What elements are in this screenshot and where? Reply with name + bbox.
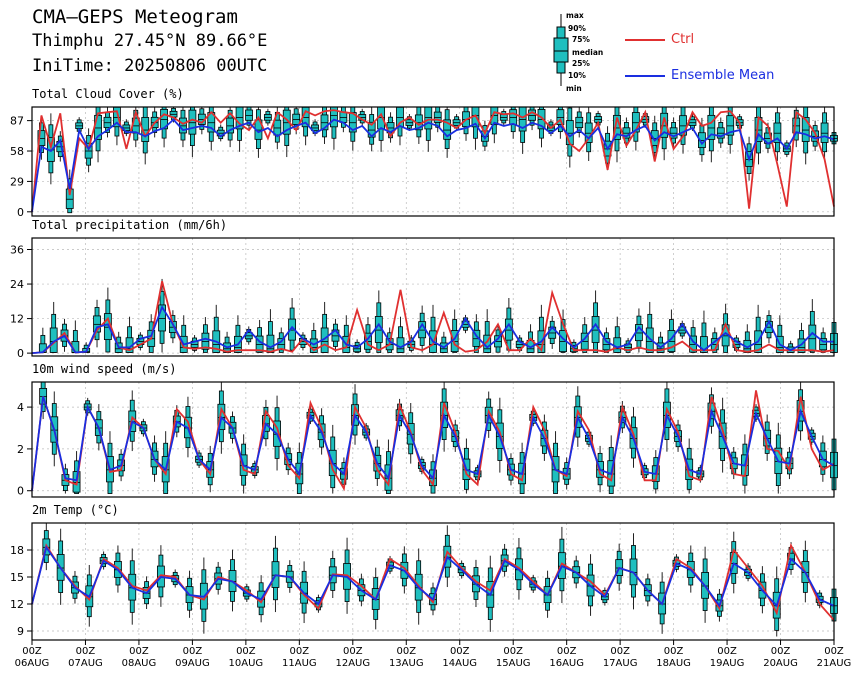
panel-3: 2m Temp (°C) 9 12 15 18 [10,503,838,641]
box-inner [288,318,297,341]
series-ctrl-line [31,109,835,212]
panel-title: 10m wind speed (m/s) [32,362,177,376]
x-tick-label-date: 09AUG [175,658,210,669]
legend-box-p25-p75 [553,37,569,63]
box-inner [188,109,197,135]
x-tick-label-date: 21AUG [817,658,852,669]
x-tick-label-date: 20AUG [763,658,798,669]
y-tick-label: 12 [10,313,24,326]
y-tick-label: 12 [10,598,24,611]
series-ensemble-mean-line [31,118,835,212]
x-tick-label-date: 15AUG [496,658,531,669]
box-inner [700,336,708,353]
panel-title: Total Cloud Cover (%) [32,87,184,101]
x-tick-label-time: 00Z [183,646,203,657]
legend-mean-label: Ensemble Mean [671,68,775,83]
y-tick-label: 58 [10,145,24,158]
panel-0: Total Cloud Cover (%) 0 29 58 87 [10,87,838,219]
box-inner [801,117,810,142]
box-inner [808,324,817,352]
legend-box-p10-label: 10% [568,71,586,80]
x-tick-label-time: 00Z [343,646,363,657]
y-tick-label: 15 [10,571,24,584]
box-inner [537,108,546,130]
box-inner [443,119,452,140]
y-tick-label: 0 [17,485,24,498]
x-tick-label-date: 17AUG [603,658,638,669]
legend-box-median-label: median [572,48,604,57]
y-tick-label: 18 [10,544,24,557]
x-tick-label-date: 06AUG [15,658,50,669]
y-tick-label: 0 [17,206,24,219]
series-ensemble-mean-line [31,305,834,354]
legend-box-p90-label: 90% [568,24,586,33]
x-tick-label-time: 00Z [824,646,844,657]
x-tick-label-time: 00Z [22,646,42,657]
panel-frame [31,381,835,498]
init-time-label: IniTime: 20250806 00UTC [32,56,268,76]
x-tick-label-date: 12AUG [335,658,370,669]
x-tick-label-date: 18AUG [656,658,691,669]
x-tick-label-time: 00Z [610,646,630,657]
panel-frame [31,522,835,641]
x-tick-label-date: 16AUG [549,658,584,669]
x-tick-label-time: 00Z [76,646,96,657]
box-inner [726,115,735,136]
box-inner [773,122,782,143]
x-tick-label-time: 00Z [236,646,256,657]
x-tick-label-time: 00Z [290,646,310,657]
x-tick-label-time: 00Z [450,646,470,657]
x-tick-label-date: 14AUG [442,658,477,669]
box-inner [645,327,654,353]
panel-1: Total precipitation (mm/6h) 0 12 24 36 [10,218,838,360]
y-tick-label: 29 [10,175,24,188]
legend-box-max-label: max [566,11,584,20]
y-tick-label: 9 [17,625,24,638]
x-tick-label-date: 19AUG [710,658,745,669]
x-tick-label-date: 07AUG [68,658,103,669]
series-ensemble-mean-line [31,396,835,491]
box-inner [707,114,716,140]
box-inner [424,106,433,130]
legend-ctrl-label: Ctrl [671,32,695,47]
series-ensemble-mean-line [31,545,835,608]
series-ctrl-line [31,280,835,354]
x-tick-label-date: 11AUG [282,658,317,669]
series-ctrl-line [31,390,835,492]
x-tick-label-time: 00Z [771,646,791,657]
legend-box-p75-label: 75% [572,35,590,44]
x-tick-label-time: 00Z [717,646,737,657]
x-tick-label-date: 08AUG [122,658,157,669]
x-tick-label-time: 00Z [396,646,416,657]
legend-box-min-label: min [566,84,582,93]
y-tick-label: 87 [10,115,24,128]
y-tick-label: 24 [10,278,24,291]
y-tick-label: 2 [17,443,24,456]
y-tick-label: 4 [17,401,24,414]
box-inner [820,122,829,143]
page-title: CMA—GEPS Meteogram [32,6,238,28]
box-inner [660,112,669,138]
panel-title: 2m Temp (°C) [32,503,119,517]
x-tick-label-time: 00Z [129,646,149,657]
x-tick-label-time: 00Z [664,646,684,657]
panel-title: Total precipitation (mm/6h) [32,218,227,232]
y-tick-label: 36 [10,244,24,257]
panel-frame [31,237,835,357]
y-tick-label: 0 [17,347,24,360]
x-tick-label-date: 10AUG [229,658,264,669]
x-tick-label-date: 13AUG [389,658,424,669]
location-label: Thimphu 27.45°N 89.66°E [32,31,268,51]
box-inner [266,334,275,353]
x-tick-label-time: 00Z [557,646,577,657]
legend-box-p25-label: 25% [572,59,590,68]
panel-2: 10m wind speed (m/s) 0 2 4 [17,362,838,498]
panel-frame [31,106,835,217]
x-tick-label-time: 00Z [503,646,523,657]
